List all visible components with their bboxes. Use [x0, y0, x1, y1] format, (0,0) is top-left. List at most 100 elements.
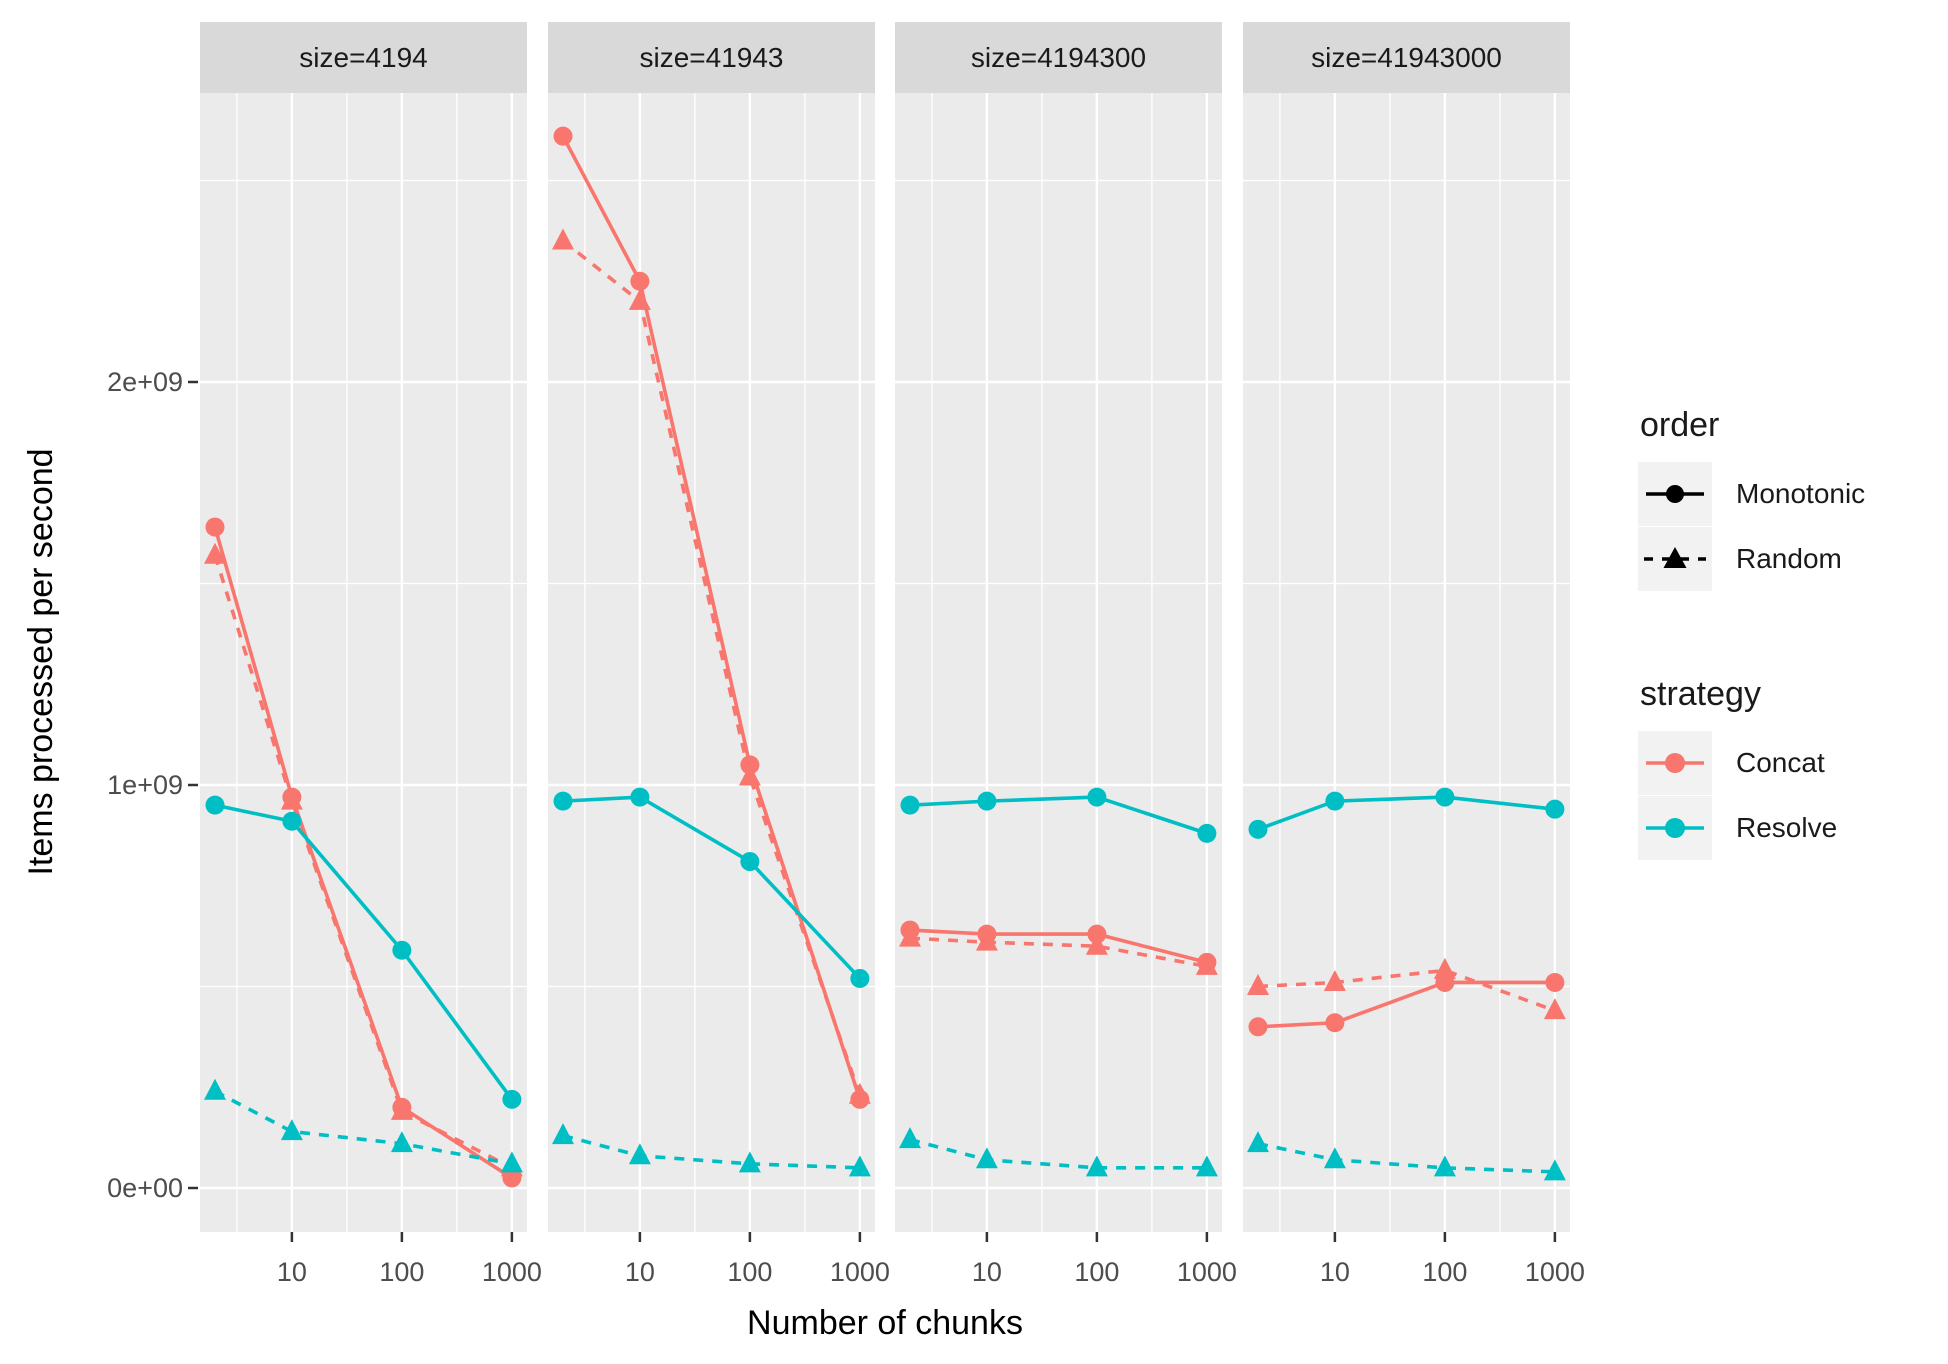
facet-strip [548, 22, 875, 93]
data-point-circle [553, 791, 573, 811]
panel [895, 93, 1222, 1232]
series-line-resolve-monotonic [1257, 795, 1556, 832]
panel [200, 93, 527, 1232]
data-point-circle [900, 920, 920, 940]
series-line-concat-monotonic [561, 135, 862, 1100]
y-tick-label: 2e+09 [107, 367, 183, 397]
data-point-triangle [1433, 1155, 1456, 1177]
legend-label: Random [1736, 542, 1842, 574]
concat-red-line-circle-icon [1638, 730, 1712, 795]
data-point-triangle [1433, 957, 1456, 979]
x-tick-label: 10 [625, 1257, 655, 1287]
data-point-circle [1545, 972, 1565, 992]
series-line-resolve-random [1257, 1141, 1555, 1174]
legend-title-order: order [1640, 406, 1720, 444]
data-point-triangle [1323, 1147, 1346, 1169]
series-line-resolve-random [562, 1133, 860, 1170]
series-line-concat-random [1257, 968, 1556, 1013]
data-point-circle [630, 271, 650, 291]
series-line-concat-monotonic [1257, 980, 1555, 1029]
data-point-triangle [1247, 974, 1269, 995]
data-point-circle [392, 940, 412, 960]
data-point-triangle [1247, 1131, 1269, 1153]
x-tick-label: 100 [727, 1257, 772, 1287]
random-dashed-line-triangle-icon [1638, 526, 1712, 591]
data-point-triangle [848, 1155, 871, 1177]
data-point-circle [740, 755, 760, 775]
series-line-resolve-random [214, 1089, 513, 1166]
data-point-triangle [899, 1127, 921, 1149]
panel [548, 93, 875, 1232]
data-point-triangle [975, 1147, 998, 1169]
y-axis: 0e+00 1e+09 2e+09 [107, 367, 198, 1203]
panel [1243, 93, 1570, 1232]
x-tick-label: 1000 [1177, 1257, 1237, 1287]
data-point-circle [502, 1089, 522, 1109]
data-point-triangle [204, 542, 226, 564]
x-axis-title: Number of chunks [747, 1304, 1023, 1342]
legend-label: Resolve [1736, 811, 1838, 843]
data-point-circle [553, 126, 573, 146]
data-point-circle [850, 968, 870, 988]
series-line-resolve-random [909, 1137, 1207, 1170]
legend-item-random: Random [1638, 526, 1865, 591]
data-point-circle [1435, 972, 1455, 992]
data-point-circle [1248, 1017, 1268, 1037]
data-point-circle [977, 791, 997, 811]
series-line-concat-random [909, 936, 1208, 969]
data-point-triangle [280, 1119, 303, 1141]
data-point-circle [900, 795, 920, 815]
data-point-circle [205, 795, 225, 815]
y-axis-title: Items processed per second [22, 448, 60, 875]
data-point-triangle [1543, 998, 1566, 1020]
data-point-circle [282, 787, 302, 807]
y-tick-label: 0e+00 [107, 1173, 183, 1203]
facet-strip [895, 22, 1222, 93]
data-point-circle [1435, 787, 1455, 807]
data-point-triangle [204, 1078, 226, 1100]
data-point-triangle [1323, 969, 1346, 991]
data-point-circle [1197, 823, 1217, 843]
data-point-circle [977, 924, 997, 944]
data-point-triangle [738, 1151, 761, 1173]
x-tick-label: 100 [379, 1257, 424, 1287]
x-tick-label: 10 [1320, 1257, 1350, 1287]
data-point-triangle [552, 228, 574, 250]
monotonic-solid-line-circle-icon [1638, 461, 1712, 526]
series-line-concat-monotonic [213, 526, 513, 1180]
data-point-triangle [552, 1123, 574, 1145]
data-point-circle [1087, 787, 1107, 807]
facet-strip-label: size=4194300 [971, 42, 1146, 73]
data-point-triangle [738, 764, 761, 786]
data-point-triangle [500, 1151, 523, 1173]
legend-label: Concat [1736, 746, 1825, 778]
data-point-triangle [1085, 933, 1108, 955]
facet-strip-label: size=41943000 [1311, 42, 1502, 73]
data-point-circle [282, 811, 302, 831]
x-tick-label: 10 [972, 1257, 1002, 1287]
data-point-circle [1325, 1013, 1345, 1033]
facet-strip-label: size=4194 [299, 42, 427, 73]
x-tick-label: 1000 [1525, 1257, 1585, 1287]
legend-group-strategy: strategy Concat Resolve [1638, 675, 1865, 860]
legend-label: Monotonic [1736, 477, 1866, 509]
data-point-circle [850, 1089, 870, 1109]
data-point-triangle [1543, 1159, 1566, 1181]
legend-group-order: order Monotonic Random [1638, 406, 1865, 591]
legend-item-monotonic: Monotonic [1638, 461, 1865, 526]
data-point-circle [502, 1168, 522, 1188]
data-point-triangle [628, 1143, 651, 1165]
data-point-circle [1248, 819, 1268, 839]
legend: order Monotonic Random [1638, 406, 1865, 860]
x-tick-label: 1000 [830, 1257, 890, 1287]
data-point-triangle [1195, 1155, 1218, 1177]
data-point-circle [630, 787, 650, 807]
resolve-teal-line-circle-icon [1638, 795, 1712, 860]
legend-item-concat: Concat [1638, 730, 1865, 795]
data-point-circle [740, 852, 760, 872]
data-point-circle [392, 1097, 412, 1117]
x-tick-label: 10 [277, 1257, 307, 1287]
y-tick-label: 1e+09 [107, 770, 183, 800]
